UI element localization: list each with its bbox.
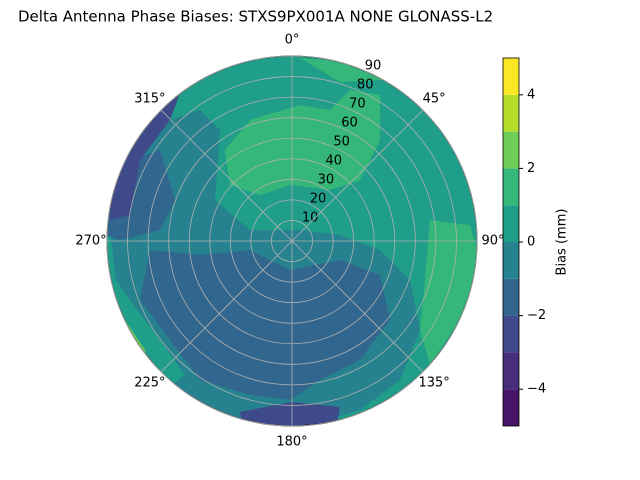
theta-tick-label: 0° — [285, 33, 300, 48]
contour-region — [225, 90, 380, 195]
r-tick-label: 90 — [365, 59, 382, 74]
grid-spoke — [160, 240, 293, 373]
r-tick-label: 40 — [325, 154, 342, 169]
theta-tick-label: 315° — [134, 91, 165, 106]
r-tick-label: 60 — [341, 116, 358, 131]
colorbar-band — [503, 352, 519, 390]
r-tick-label: 10 — [302, 211, 319, 226]
colorbar-band — [503, 131, 519, 169]
theta-tick-label: 135° — [418, 376, 449, 391]
theta-tick-label: 45° — [423, 91, 446, 106]
contour-region — [420, 220, 477, 365]
theta-tick-label: 180° — [276, 435, 307, 450]
contour-region — [140, 250, 390, 400]
contour-region — [107, 265, 185, 390]
colorbar-band — [503, 94, 519, 132]
grid-spoke — [291, 240, 424, 373]
colorbar-band — [503, 242, 519, 279]
colorbar-band — [503, 205, 519, 242]
colorbar-band — [503, 58, 519, 95]
chart-title: Delta Antenna Phase Biases: STXS9PX001A … — [18, 8, 493, 26]
theta-tick-label: 225° — [134, 376, 165, 391]
grid-spoke — [160, 109, 293, 242]
colorbar-band — [503, 168, 519, 206]
theta-tick-label: 270° — [75, 234, 106, 249]
colorbar-label: Bias (mm) — [555, 209, 570, 276]
r-tick-label: 30 — [318, 173, 335, 188]
contour-region — [300, 58, 385, 82]
colorbar-tick-label: 4 — [527, 87, 535, 102]
colorbar-tick-label: −2 — [527, 308, 546, 323]
colorbar-tick-label: 2 — [527, 161, 535, 176]
r-tick-label: 70 — [349, 97, 366, 112]
colorbar-band — [503, 278, 519, 316]
colorbar-band — [503, 389, 519, 426]
r-tick-label: 80 — [357, 78, 374, 93]
colorbar-tick-label: −4 — [527, 382, 546, 397]
contour-region — [240, 402, 340, 426]
colorbar-tick-label: 0 — [527, 235, 535, 250]
r-tick-label: 50 — [333, 135, 350, 150]
theta-tick-label: 90° — [481, 234, 504, 249]
grid-spoke — [291, 109, 424, 242]
colorbar-band — [503, 315, 519, 353]
r-tick-label: 20 — [310, 192, 327, 207]
